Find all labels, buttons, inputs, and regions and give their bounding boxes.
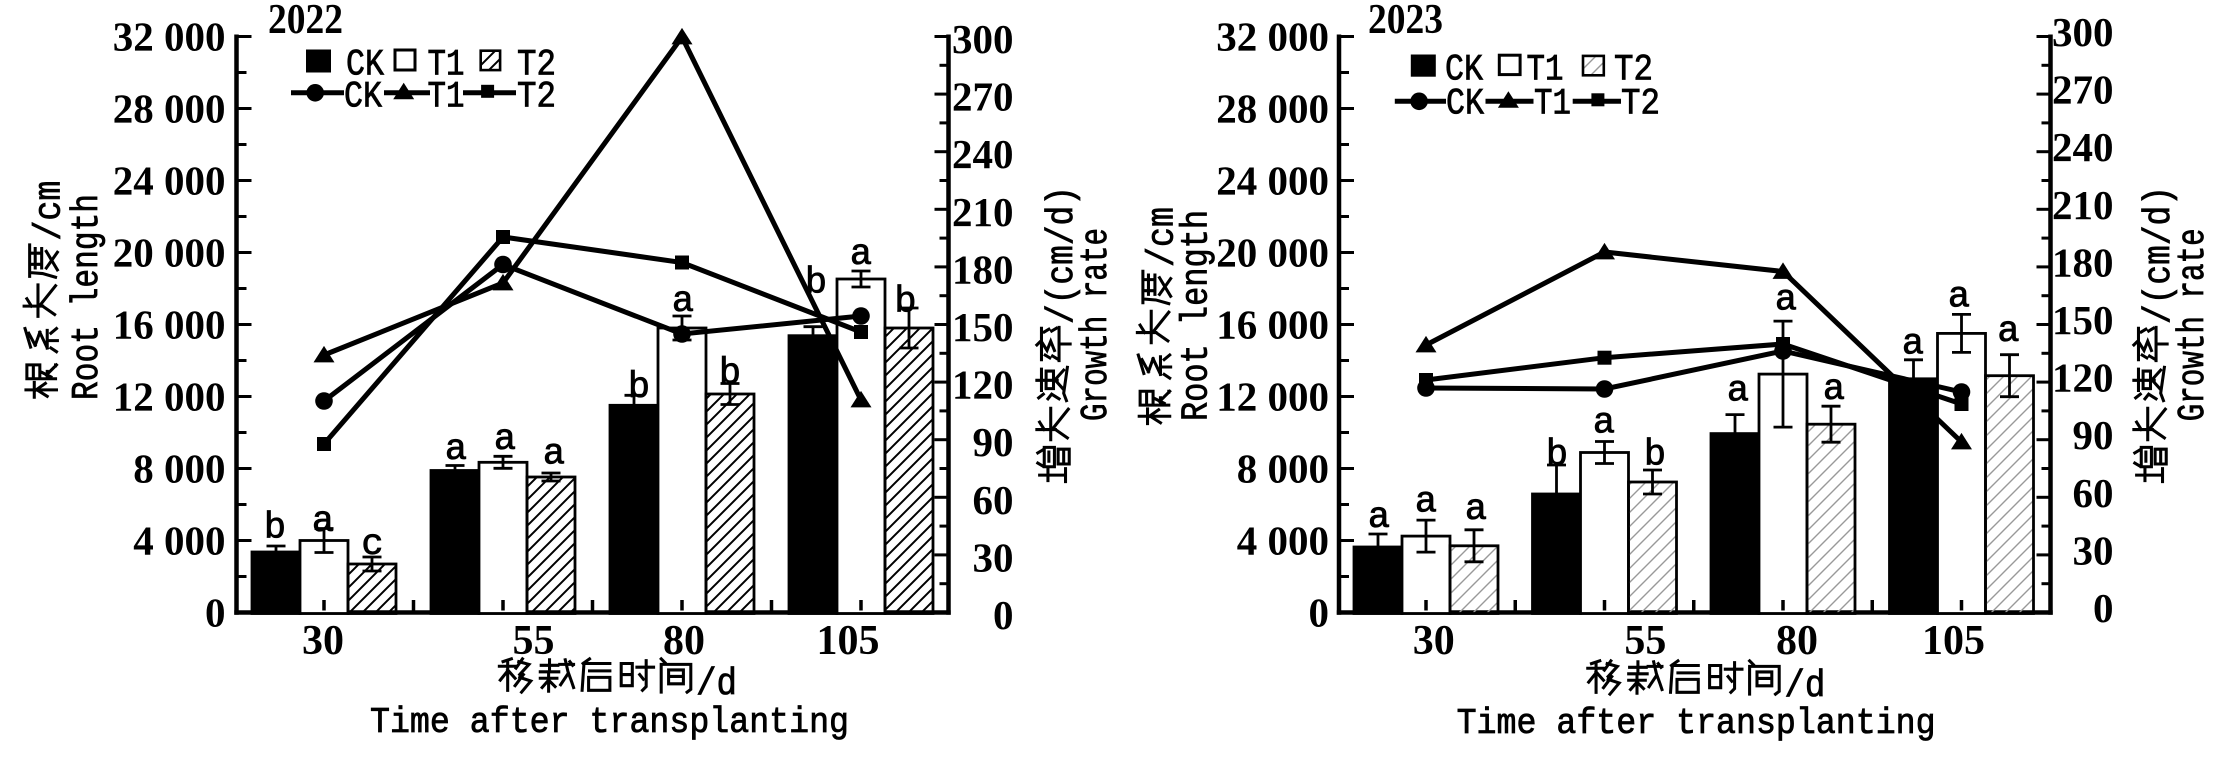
svg-text:32 000: 32 000	[113, 14, 226, 60]
svg-text:b: b	[894, 282, 916, 324]
svg-text:4 000: 4 000	[1237, 518, 1329, 564]
svg-text:16 000: 16 000	[1216, 302, 1329, 348]
svg-text:CK: CK	[1446, 83, 1485, 125]
svg-text:a: a	[1593, 402, 1615, 444]
svg-text:0: 0	[205, 590, 226, 636]
svg-text:180: 180	[2052, 239, 2114, 285]
svg-text:Growth rate: Growth rate	[2172, 228, 2215, 421]
svg-text:60: 60	[973, 477, 1014, 523]
svg-text:120: 120	[2052, 355, 2114, 401]
svg-text:c: c	[361, 524, 383, 566]
svg-text:240: 240	[952, 131, 1014, 177]
svg-text:300: 300	[2052, 9, 2114, 55]
svg-text:CK: CK	[344, 76, 383, 118]
svg-text:20 000: 20 000	[1216, 230, 1329, 276]
svg-text:80: 80	[1776, 618, 1818, 664]
svg-text:30: 30	[2073, 527, 2114, 573]
svg-text:a: a	[672, 281, 694, 323]
svg-text:CK: CK	[346, 45, 385, 87]
svg-text:270: 270	[952, 74, 1014, 120]
svg-text:a: a	[494, 419, 516, 461]
svg-text:T2: T2	[1621, 83, 1660, 125]
svg-text:0: 0	[2093, 585, 2114, 631]
svg-text:150: 150	[952, 304, 1014, 350]
svg-text:T1: T1	[428, 76, 465, 118]
svg-text:b: b	[1546, 435, 1568, 477]
svg-text:a: a	[445, 429, 467, 471]
svg-text:a: a	[1368, 497, 1390, 539]
svg-text:b: b	[628, 367, 650, 409]
svg-text:T1: T1	[1527, 49, 1564, 91]
svg-text:28 000: 28 000	[113, 86, 226, 132]
svg-text:4 000: 4 000	[133, 518, 225, 564]
svg-text:210: 210	[2052, 182, 2114, 228]
svg-text:240: 240	[2052, 124, 2114, 170]
svg-text:90: 90	[973, 419, 1014, 465]
svg-text:30: 30	[302, 618, 344, 664]
svg-text:Time after transplanting: Time after transplanting	[1457, 703, 1936, 744]
svg-text:8 000: 8 000	[133, 446, 225, 492]
svg-text:/cm: /cm	[1142, 207, 1185, 267]
svg-text:b: b	[719, 353, 741, 395]
svg-text:a: a	[543, 433, 565, 475]
svg-text:24 000: 24 000	[1216, 158, 1329, 204]
svg-text:a: a	[312, 501, 334, 543]
svg-text:0: 0	[1309, 590, 1330, 636]
svg-text:T2: T2	[517, 76, 556, 118]
svg-text:8 000: 8 000	[1237, 446, 1329, 492]
svg-text:55: 55	[1624, 618, 1666, 664]
svg-text:/(cm/d): /(cm/d)	[2138, 186, 2181, 324]
svg-text:T1: T1	[1534, 83, 1571, 125]
svg-text:b: b	[1644, 435, 1666, 477]
svg-text:300: 300	[952, 16, 1014, 62]
svg-text:a: a	[850, 234, 872, 276]
svg-text:0: 0	[993, 592, 1014, 638]
svg-text:/cm: /cm	[28, 181, 71, 241]
svg-text:28 000: 28 000	[1216, 86, 1329, 132]
svg-text:60: 60	[2073, 470, 2114, 516]
svg-text:105: 105	[1922, 618, 1985, 664]
svg-text:150: 150	[2052, 297, 2114, 343]
svg-text:120: 120	[952, 362, 1014, 408]
svg-text:24 000: 24 000	[113, 158, 226, 204]
svg-text:16 000: 16 000	[113, 302, 226, 348]
svg-text:30: 30	[1413, 618, 1455, 664]
svg-text:12 000: 12 000	[113, 374, 226, 420]
svg-text:a: a	[1948, 276, 1970, 318]
svg-text:Root length: Root length	[66, 194, 109, 400]
svg-text:Time after transplanting: Time after transplanting	[370, 702, 849, 743]
svg-text:/d: /d	[1784, 665, 1825, 708]
svg-text:180: 180	[952, 246, 1014, 292]
svg-text:a: a	[1823, 369, 1845, 411]
svg-text:90: 90	[2073, 412, 2114, 458]
svg-text:T1: T1	[428, 45, 465, 87]
svg-text:Root length: Root length	[1176, 210, 1219, 421]
svg-text:80: 80	[663, 618, 705, 664]
svg-text:a: a	[1465, 489, 1487, 531]
svg-text:a: a	[1997, 311, 2019, 353]
svg-text:T2: T2	[517, 45, 556, 87]
svg-text:55: 55	[513, 618, 555, 664]
svg-text:32 000: 32 000	[1216, 14, 1329, 60]
svg-text:a: a	[1415, 481, 1437, 523]
svg-text:2023: 2023	[1368, 0, 1443, 43]
svg-text:a: a	[1727, 370, 1749, 412]
svg-text:Growth rate: Growth rate	[1075, 228, 1118, 421]
svg-text:a: a	[1902, 323, 1924, 365]
svg-text:CK: CK	[1445, 49, 1484, 91]
svg-text:2022: 2022	[268, 0, 343, 43]
svg-text:12 000: 12 000	[1216, 374, 1329, 420]
svg-text:30: 30	[973, 534, 1014, 580]
svg-text:b: b	[264, 508, 286, 550]
svg-text:/d: /d	[696, 663, 737, 706]
svg-text:a: a	[1775, 280, 1797, 322]
svg-text:210: 210	[952, 189, 1014, 235]
svg-text:20 000: 20 000	[113, 230, 226, 276]
svg-text:270: 270	[2052, 67, 2114, 113]
svg-text:105: 105	[817, 618, 880, 664]
svg-text:/(cm/d): /(cm/d)	[1041, 186, 1084, 324]
svg-text:T2: T2	[1614, 49, 1653, 91]
